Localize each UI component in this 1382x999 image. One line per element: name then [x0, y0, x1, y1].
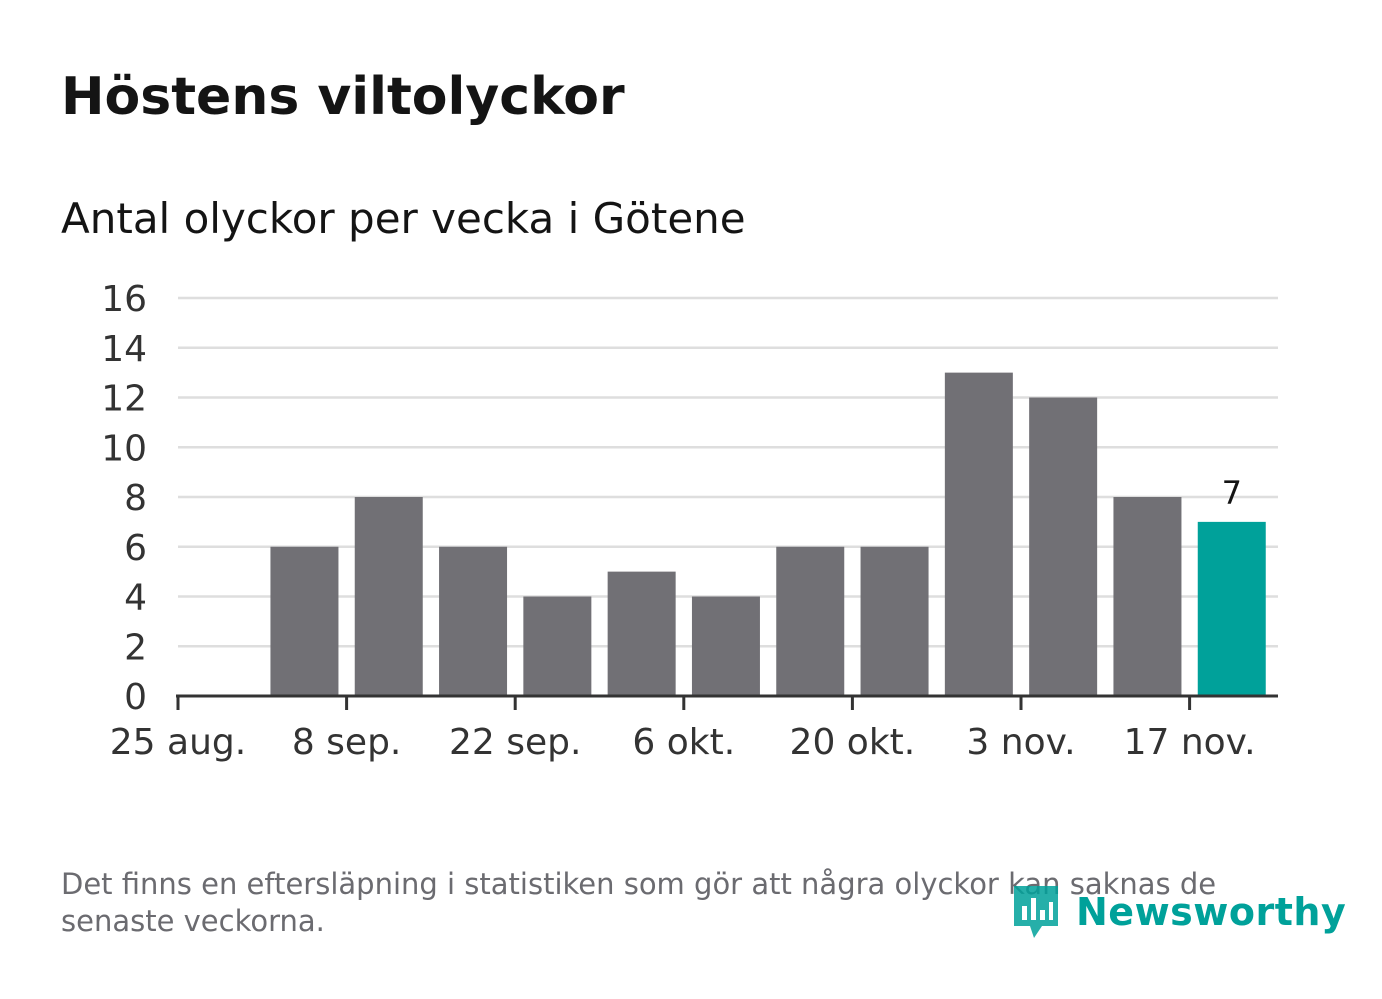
- y-tick-label: 6: [124, 528, 147, 569]
- bar: [354, 497, 423, 696]
- y-tick-label: 14: [101, 329, 147, 370]
- x-tick-label: 20 okt.: [790, 722, 916, 763]
- newsworthy-logo-icon: [1014, 886, 1058, 938]
- bar: [944, 372, 1013, 696]
- y-tick-label: 10: [101, 428, 147, 469]
- y-tick-label: 16: [101, 279, 147, 320]
- newsworthy-logo-text: Newsworthy: [1076, 890, 1347, 934]
- chart-title: Höstens viltolyckor: [61, 67, 625, 127]
- bar: [270, 546, 339, 696]
- x-tick-label: 22 sep.: [449, 722, 581, 763]
- bar: [1029, 397, 1098, 696]
- x-tick-label: 25 aug.: [110, 722, 246, 763]
- bar: [523, 596, 592, 696]
- newsworthy-logo: Newsworthy: [1010, 880, 1346, 944]
- chart-subtitle: Antal olyckor per vecka i Götene: [61, 194, 746, 243]
- y-tick-label: 8: [124, 478, 147, 519]
- x-tick-label: 3 nov.: [966, 722, 1075, 763]
- bar-chart: 0 2 4 6 8 10 12 14 16 7 25 aug. 8 sep. 22 sep. 6 okt.…: [101, 279, 1278, 763]
- y-tick-label: 4: [124, 578, 147, 619]
- x-tick-label: 17 nov.: [1124, 722, 1256, 763]
- bar: [776, 546, 845, 696]
- x-tick-label: 8 sep.: [292, 722, 402, 763]
- y-tick-label: 12: [101, 379, 147, 420]
- y-tick-label: 2: [124, 627, 147, 668]
- bar: [439, 546, 508, 696]
- bar: [860, 546, 929, 696]
- x-tick-label: 6 okt.: [632, 722, 735, 763]
- bar: [691, 596, 760, 696]
- bar: [1113, 497, 1182, 696]
- data-label: 7: [1222, 474, 1242, 512]
- y-tick-label: 0: [124, 677, 147, 718]
- bar: [1197, 521, 1266, 696]
- bar: [607, 571, 676, 696]
